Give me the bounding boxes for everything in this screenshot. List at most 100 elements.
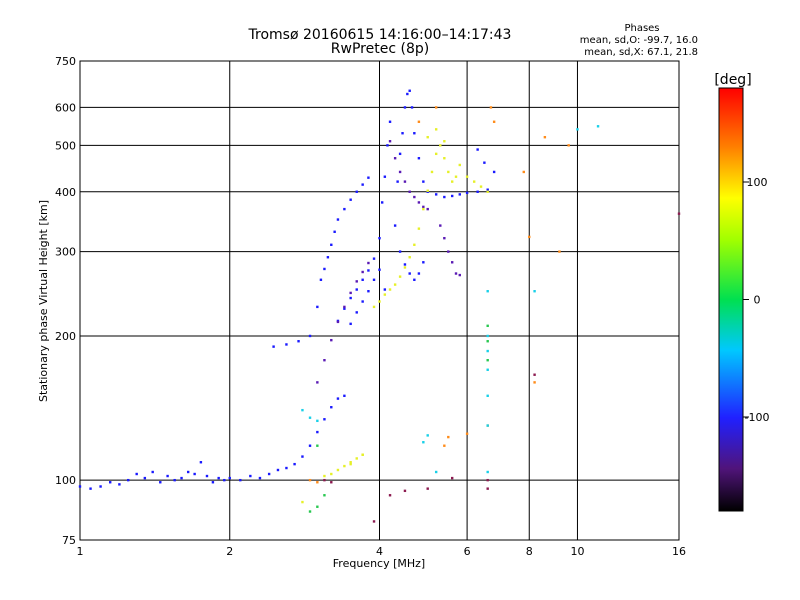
data-point [388,120,392,123]
data-point [528,235,531,239]
data-point [408,256,411,259]
data-point [308,510,312,513]
colorbar-tick-label: 100 [747,176,768,189]
data-point [426,189,429,192]
data-point [301,455,304,458]
data-point [492,170,496,174]
chart-title: Tromsø 20160615 14:16:00–14:17:43 [248,27,512,43]
data-point [355,311,358,314]
data-point [223,478,226,482]
data-point [434,128,438,131]
data-point [297,340,300,343]
data-point [533,290,536,293]
data-point [388,494,392,497]
tick-layer: 1 2 4 6 8 10 16 75 100 200 300 400 500 600 750 [55,55,686,558]
data-point [276,468,280,472]
colorbar [718,87,744,512]
data-point [349,296,352,300]
data-point [486,190,489,193]
data-point [308,334,312,338]
data-point [443,236,446,240]
data-point [439,224,442,227]
y-tick-label: 500 [55,139,76,152]
data-point [316,305,319,309]
data-point [486,340,489,343]
data-point [403,106,407,109]
data-point [330,338,333,342]
data-point [447,170,450,174]
data-point [378,268,381,271]
data-point [454,175,458,178]
data-point [486,290,489,293]
data-point [476,148,479,151]
data-point [316,505,319,508]
data-point [398,275,402,278]
data-point [367,261,370,265]
data-point [336,218,340,221]
data-point [249,474,252,478]
legend-line-x: mean, sd,X: 67.1, 21.8 [584,47,698,58]
data-point [450,261,454,264]
data-point [522,170,525,174]
data-point [447,435,450,439]
data-point [426,434,429,437]
data-point [330,406,333,409]
data-point [378,236,381,240]
data-point [413,243,416,246]
data-point [355,457,358,460]
colorbar-ticks: 100 0 -100 [743,176,769,424]
data-point [316,481,319,484]
data-point [127,478,130,482]
data-point [417,227,421,230]
data-point [323,474,326,478]
data-point [393,224,397,227]
data-point [186,470,190,474]
data-point [316,430,319,434]
data-point [417,157,421,160]
legend-title: Phases [624,23,659,34]
data-point [361,453,364,456]
data-point [403,489,407,493]
data-point [489,106,493,109]
data-point [199,461,203,464]
data-point [372,257,376,260]
data-point [408,190,411,193]
data-point [393,157,397,160]
data-point [486,324,489,328]
data-point [330,243,333,246]
y-axis-label: Stationary phase Virtual Height [km] [37,200,50,402]
data-point [567,144,570,147]
data-point [465,175,469,178]
data-point [465,432,469,435]
data-point [450,194,454,198]
data-point [486,359,489,362]
data-point [388,288,392,291]
x-tick-label: 10 [570,545,584,558]
data-point [323,418,326,421]
data-point [439,144,442,147]
data-point [454,272,458,275]
data-point [408,272,411,275]
data-point [217,476,220,480]
data-point [330,481,333,484]
data-point [434,152,438,156]
data-point [118,483,121,486]
data-point [349,322,352,326]
y-tick-label: 750 [55,55,76,68]
data-point [205,474,209,478]
data-point [355,280,358,283]
data-point [308,416,312,419]
data-point [393,283,397,286]
data-point [486,188,489,191]
data-point [486,368,489,371]
data-point [361,300,364,303]
data-point [398,250,402,253]
data-point [193,472,196,476]
data-point [413,132,416,135]
data-point [380,201,384,204]
data-point [323,267,326,271]
data-point [383,288,387,291]
x-tick-label: 2 [226,545,233,558]
data-point [308,444,312,447]
